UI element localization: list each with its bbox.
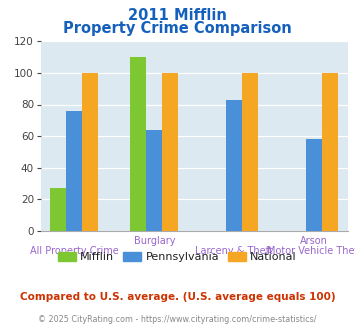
- Bar: [66, 111, 82, 231]
- Bar: [50, 188, 66, 231]
- Bar: [226, 100, 242, 231]
- Text: Compared to U.S. average. (U.S. average equals 100): Compared to U.S. average. (U.S. average …: [20, 292, 335, 302]
- Bar: [162, 73, 178, 231]
- Text: Property Crime Comparison: Property Crime Comparison: [63, 21, 292, 36]
- Bar: [146, 130, 162, 231]
- Legend: Mifflin, Pennsylvania, National: Mifflin, Pennsylvania, National: [54, 248, 301, 267]
- Text: Burglary: Burglary: [133, 236, 175, 246]
- Bar: [82, 73, 98, 231]
- Text: Arson: Arson: [300, 236, 328, 246]
- Bar: [306, 139, 322, 231]
- Text: 2011 Mifflin: 2011 Mifflin: [128, 8, 227, 23]
- Bar: [242, 73, 258, 231]
- Text: Larceny & Theft: Larceny & Theft: [196, 246, 273, 256]
- Text: Motor Vehicle Theft: Motor Vehicle Theft: [267, 246, 355, 256]
- Text: All Property Crime: All Property Crime: [30, 246, 119, 256]
- Bar: [322, 73, 338, 231]
- Bar: [130, 57, 146, 231]
- Text: © 2025 CityRating.com - https://www.cityrating.com/crime-statistics/: © 2025 CityRating.com - https://www.city…: [38, 315, 317, 324]
